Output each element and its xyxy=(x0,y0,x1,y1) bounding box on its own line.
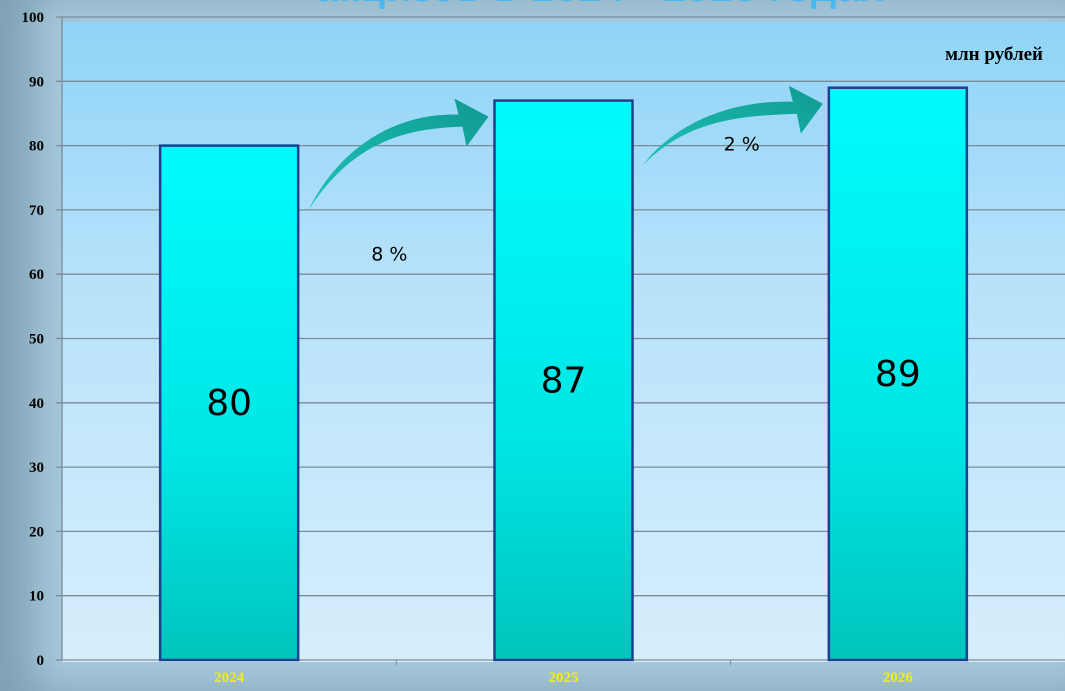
y-tick-label: 50 xyxy=(29,332,44,348)
x-tick-label: 2024 xyxy=(214,670,245,686)
unit-label: млн рублей xyxy=(945,44,1043,65)
chart-title: акцизов в 2024 - 2026 годах xyxy=(150,0,1050,11)
bar-2025 xyxy=(493,99,634,662)
growth-arrow xyxy=(642,85,823,166)
y-tick-label: 60 xyxy=(29,267,44,283)
bar-2026 xyxy=(827,86,969,662)
x-tick-label: 2026 xyxy=(883,670,914,686)
growth-annotation: 2 % xyxy=(724,134,760,156)
bar-value-label: 87 xyxy=(541,360,587,401)
bar-value-label: 89 xyxy=(875,354,921,395)
bar-value-label: 80 xyxy=(206,383,252,424)
y-tick-label: 70 xyxy=(29,203,44,219)
x-tick-label: 2025 xyxy=(549,670,579,686)
growth-arrow xyxy=(308,98,489,211)
y-tick-label: 30 xyxy=(29,460,44,476)
y-tick-label: 90 xyxy=(29,74,44,90)
bar-2024 xyxy=(158,144,300,662)
y-tick-label: 40 xyxy=(29,396,44,412)
growth-annotation: 8 % xyxy=(371,244,407,266)
y-tick-label: 20 xyxy=(29,524,44,540)
y-tick-label: 100 xyxy=(22,10,45,26)
y-tick-label: 0 xyxy=(37,653,45,669)
y-tick-label: 10 xyxy=(29,589,44,605)
y-tick-label: 80 xyxy=(29,139,44,155)
